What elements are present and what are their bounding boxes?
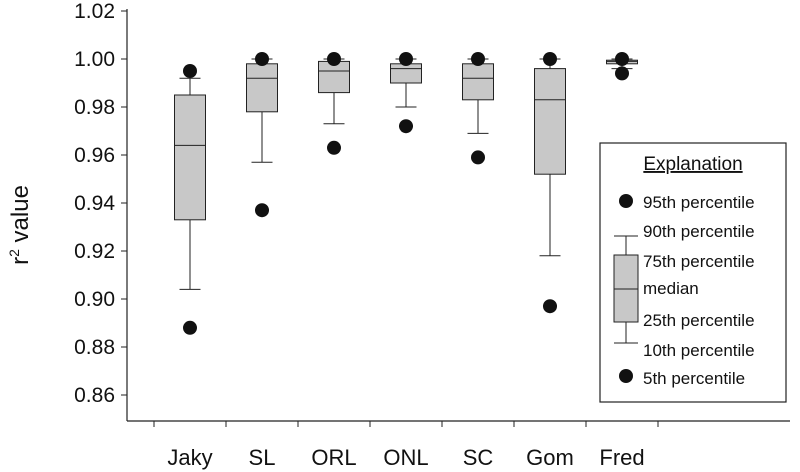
y-tick-label: 0.92 <box>74 240 115 263</box>
legend-title: Explanation <box>643 154 742 175</box>
p5-marker <box>471 150 485 165</box>
x-tick-label: SL <box>249 445 276 470</box>
y-axis-title: r2 value <box>6 185 34 265</box>
y-tick-label: 0.90 <box>74 288 115 311</box>
legend-median-label: median <box>643 279 699 298</box>
p5-marker <box>543 299 557 314</box>
p95-marker <box>183 64 197 78</box>
legend-p25-label: 25th percentile <box>643 311 755 330</box>
p95-marker <box>399 52 413 66</box>
p95-marker <box>471 52 485 66</box>
x-tick-label: ORL <box>311 445 356 470</box>
box-sl <box>246 52 278 218</box>
y-axis-title-rest: value <box>7 185 34 249</box>
iqr-box <box>318 60 350 94</box>
p5-marker <box>327 140 341 155</box>
boxes-group <box>174 52 638 335</box>
legend-p10-label: 10th percentile <box>643 341 755 360</box>
x-tick-label: Fred <box>599 445 644 470</box>
p5-marker <box>615 66 629 81</box>
p95-marker <box>543 52 557 66</box>
y-tick-label: 0.88 <box>74 336 115 359</box>
box-jaky <box>174 64 206 335</box>
box-sc <box>462 52 494 165</box>
y-tick-label: 0.98 <box>74 96 115 119</box>
y-tick-label: 0.86 <box>74 384 115 407</box>
x-tick-label: SC <box>463 445 494 470</box>
y-axis-title-superscript: 2 <box>6 249 22 257</box>
legend-p95-label: 95th percentile <box>643 193 755 212</box>
p5-marker <box>183 320 197 335</box>
legend-p75-label: 75th percentile <box>643 252 755 271</box>
axes: 0.86 0.88 0.90 0.92 0.94 0.96 0.98 1.00 1.02 Jaky… <box>74 0 790 470</box>
x-tick-label: Jaky <box>167 445 212 470</box>
iqr-box <box>174 94 206 221</box>
p95-marker <box>255 52 269 66</box>
box-orl <box>318 52 350 155</box>
y-tick-label: 0.96 <box>74 144 115 167</box>
p95-marker <box>615 52 629 66</box>
iqr-box <box>462 63 494 101</box>
y-tick-label: 1.00 <box>74 48 115 71</box>
legend-p95-marker <box>619 194 633 208</box>
p95-marker <box>327 52 341 66</box>
legend-p90-label: 90th percentile <box>643 222 755 241</box>
iqr-box <box>246 63 278 113</box>
legend-p5-label: 5th percentile <box>643 369 745 388</box>
x-tick-label: Gom <box>526 445 574 470</box>
legend-p5-marker <box>619 369 633 383</box>
legend: Explanation 95th percentile 90th percent… <box>599 142 787 403</box>
p5-marker <box>399 119 413 134</box>
y-axis-title-main: r <box>7 257 34 265</box>
box-fred <box>606 52 638 81</box>
p5-marker <box>255 203 269 218</box>
iqr-box <box>534 68 566 175</box>
x-tick-label: ONL <box>383 445 428 470</box>
y-tick-label: 0.94 <box>74 192 115 215</box>
y-tick-label: 1.02 <box>74 0 115 23</box>
iqr-box <box>390 63 422 84</box>
box-gom <box>534 52 566 314</box>
box-onl <box>390 52 422 134</box>
